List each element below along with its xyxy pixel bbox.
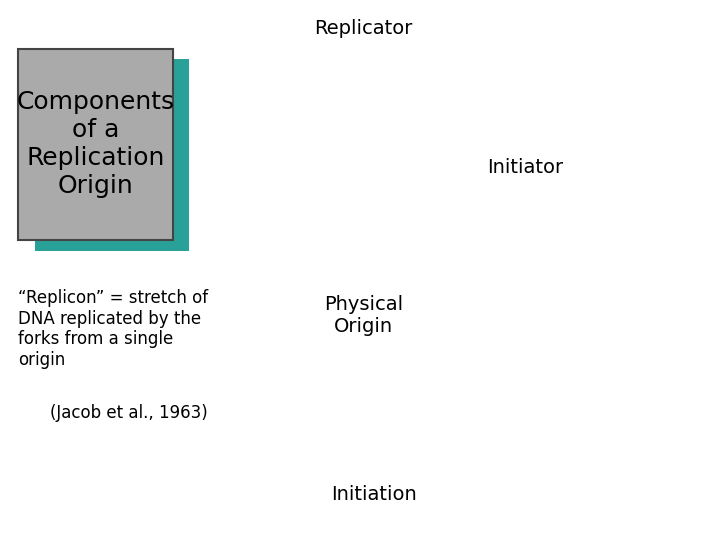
- Text: (Jacob et al., 1963): (Jacob et al., 1963): [50, 404, 208, 422]
- Bar: [35, 59, 189, 251]
- Text: Replicator: Replicator: [315, 19, 413, 38]
- Text: “Replicon” = stretch of
DNA replicated by the
forks from a single
origin: “Replicon” = stretch of DNA replicated b…: [18, 289, 208, 369]
- Text: Components
of a
Replication
Origin: Components of a Replication Origin: [17, 91, 174, 198]
- Text: Initiation: Initiation: [331, 484, 418, 504]
- Bar: [18, 49, 173, 240]
- Text: Physical
Origin: Physical Origin: [324, 295, 403, 336]
- Text: Initiator: Initiator: [487, 158, 564, 177]
